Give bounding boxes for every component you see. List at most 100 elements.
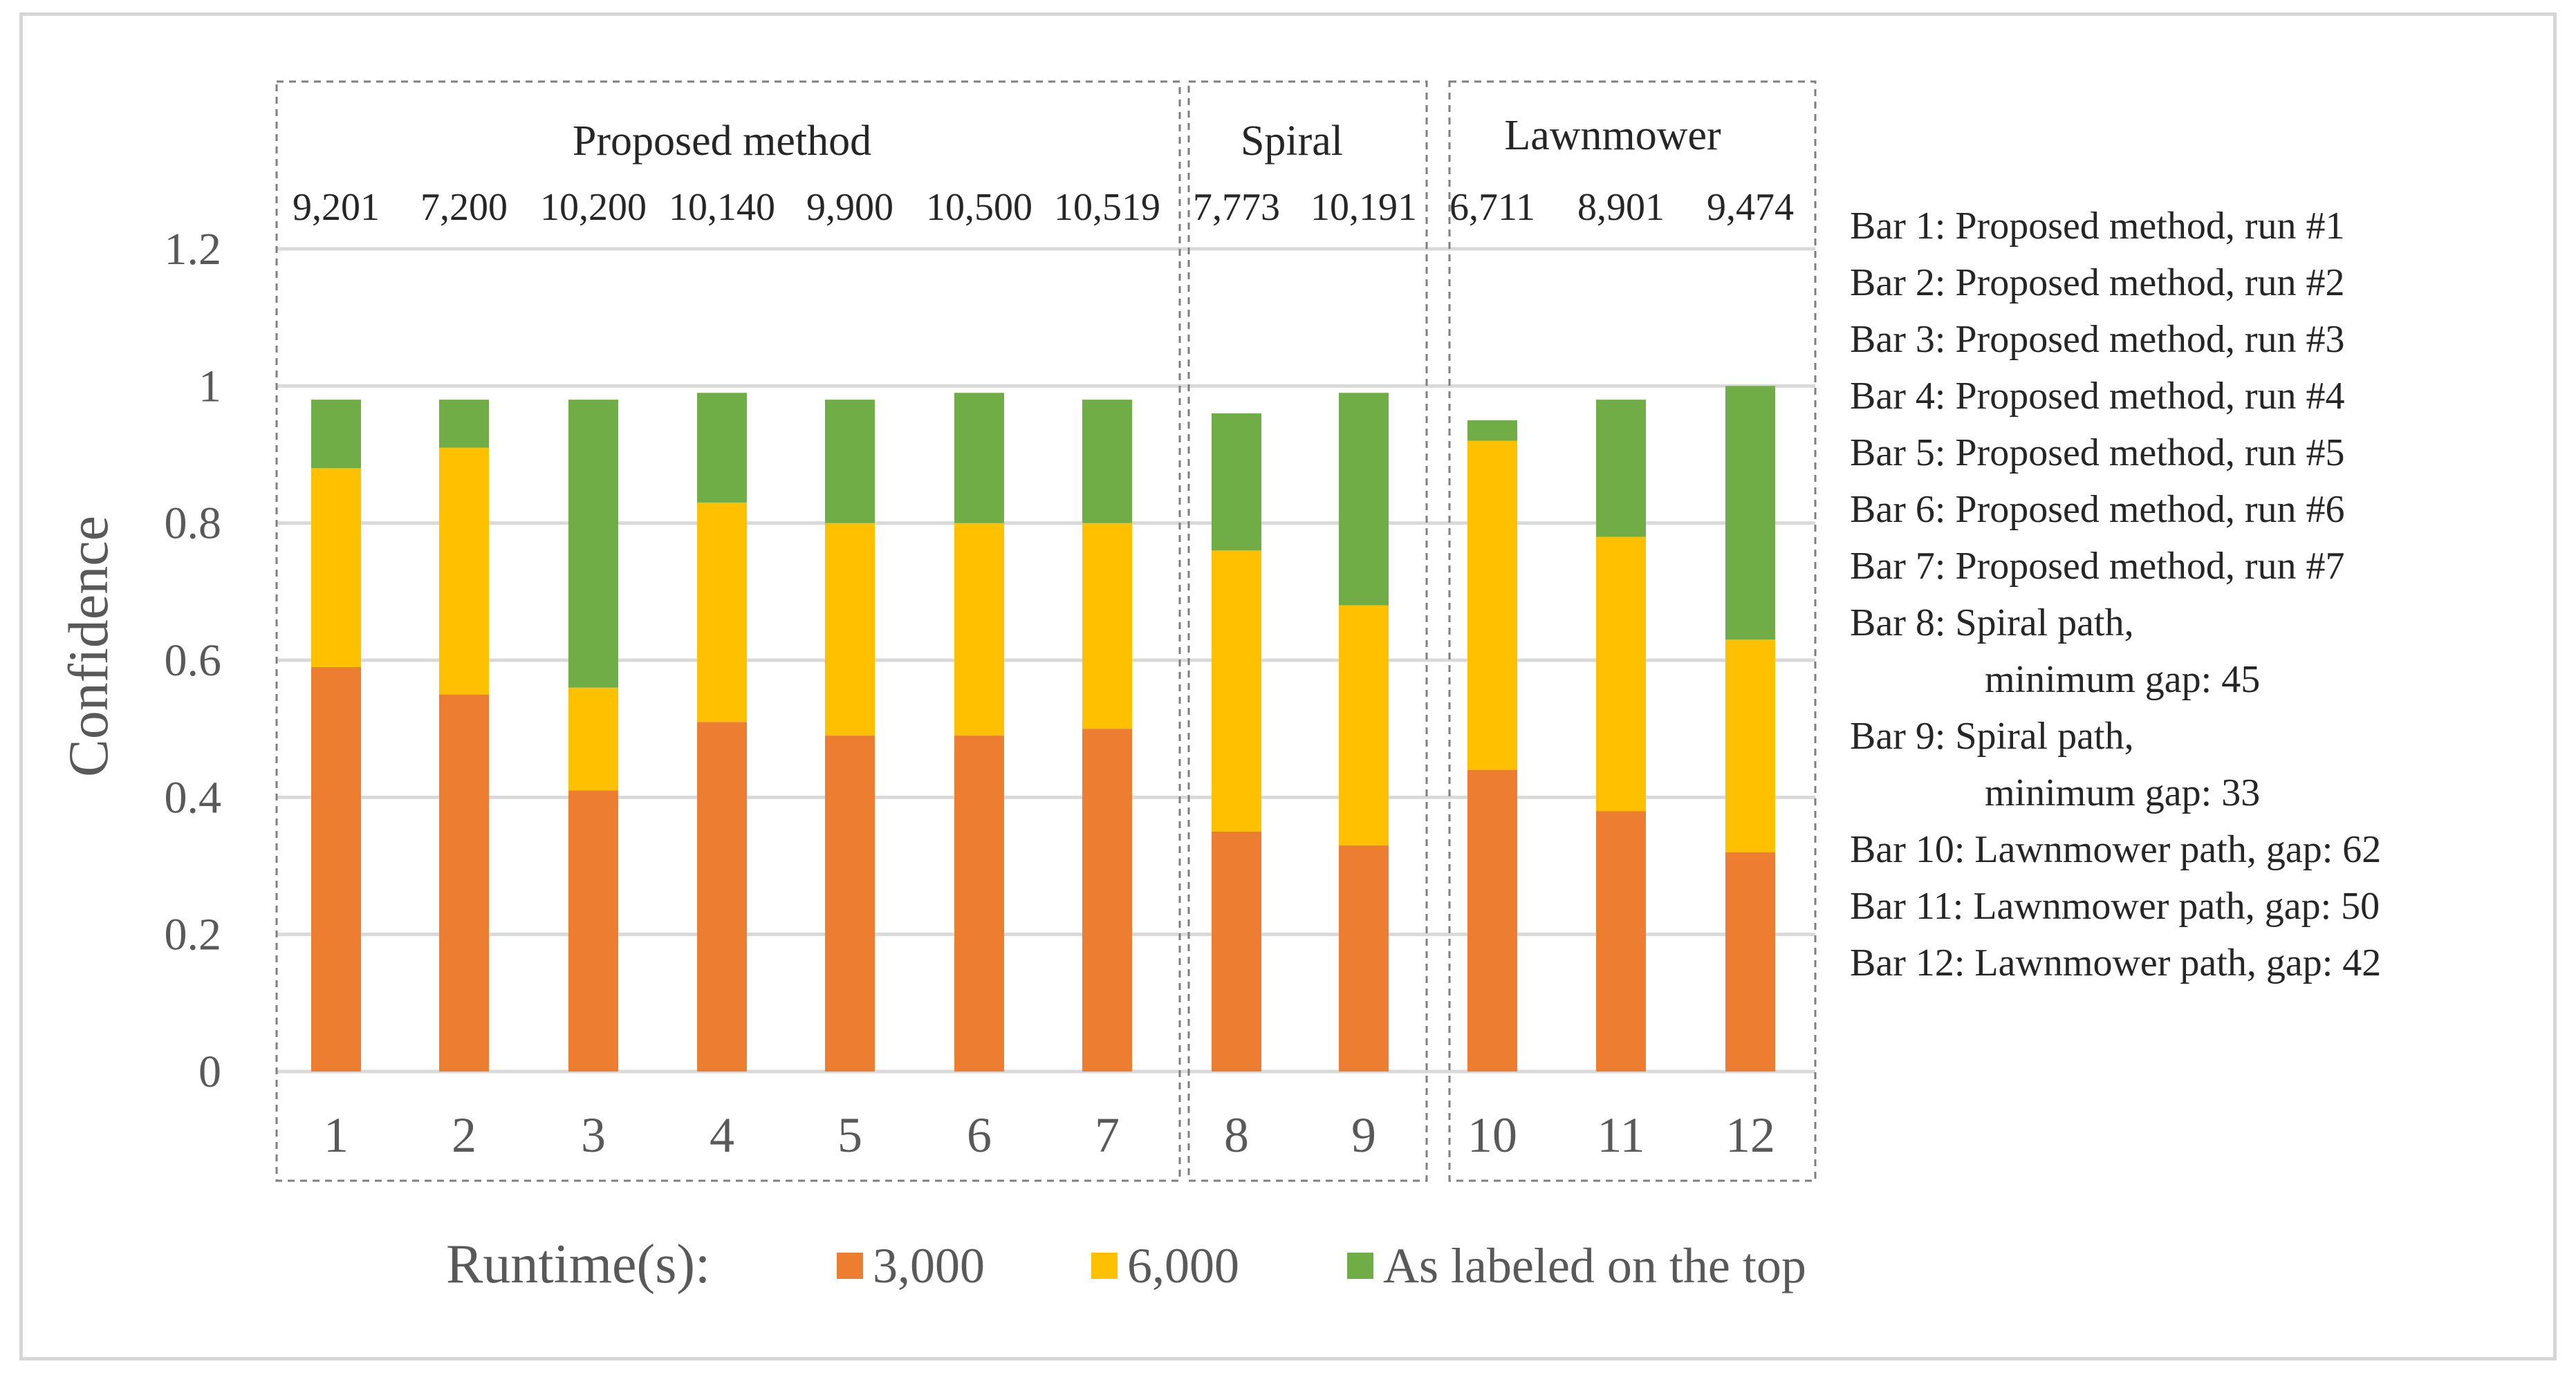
bar-1-series-2 (311, 468, 361, 667)
y-axis-ticks: 0 0.2 0.4 0.6 0.8 1 1.2 (165, 224, 222, 1097)
bar-1-series-3 (311, 400, 361, 469)
group-labels: Proposed method Spiral Lawnmower (573, 112, 1721, 165)
legend-swatch (1347, 1253, 1373, 1279)
bar-note-text: Bar 4: Proposed method, run #4 (1850, 375, 2345, 418)
bar-note: Bar 6: Proposed method, run #6 (1850, 481, 2541, 538)
x-tick-label: 6 (967, 1107, 992, 1163)
bar-note: Bar 2: Proposed method, run #2 (1850, 254, 2541, 311)
bar-note-text: Bar 11: Lawnmower path, gap: 50 (1850, 885, 2380, 928)
top-labels: 9,201 7,200 10,200 10,140 9,900 10,500 10,519 7… (293, 186, 1794, 229)
bar-9-series-2 (1339, 605, 1389, 845)
bar-note: Bar 4: Proposed method, run #4 (1850, 368, 2541, 424)
bars (311, 386, 1775, 1072)
group-box-3 (1448, 80, 1817, 1182)
bar-note-text: Bar 10: Lawnmower path, gap: 62 (1850, 828, 2382, 871)
group-box-2 (1187, 80, 1428, 1182)
legend-label: 6,000 (1127, 1238, 1239, 1293)
x-tick-label: 3 (581, 1107, 606, 1163)
group-label: Lawnmower (1504, 112, 1721, 159)
x-tick-label: 12 (1725, 1107, 1775, 1163)
top-label: 9,201 (293, 186, 380, 229)
bar-8-series-3 (1212, 413, 1261, 551)
top-label: 10,200 (540, 186, 647, 229)
x-tick-label: 8 (1224, 1107, 1249, 1163)
x-tick-label: 9 (1351, 1107, 1376, 1163)
top-label: 6,711 (1449, 186, 1535, 229)
bar-note-continuation: minimum gap: 45 (1985, 658, 2261, 701)
bar-5-series-2 (825, 523, 875, 736)
y-axis-title: Confidence (57, 516, 120, 777)
bar-5-series-1 (825, 736, 875, 1072)
bar-4-series-1 (697, 722, 747, 1072)
top-label: 9,474 (1707, 186, 1794, 229)
top-label: 10,140 (669, 186, 775, 229)
bar-9-series-3 (1339, 393, 1389, 606)
group-label: Spiral (1241, 118, 1343, 165)
bar-note: Bar 10: Lawnmower path, gap: 62 (1850, 821, 2541, 878)
bar-1-series-1 (311, 666, 361, 1072)
bar-6-series-1 (954, 736, 1004, 1072)
top-label: 7,200 (420, 186, 508, 229)
x-tick-label: 11 (1597, 1107, 1644, 1163)
bar-7-series-1 (1082, 729, 1132, 1072)
top-label: 9,900 (806, 186, 893, 229)
group-boxes (275, 80, 1817, 1182)
bar-11-series-2 (1596, 536, 1646, 812)
bar-note-continuation: minimum gap: 33 (1985, 771, 2261, 814)
bar-7-series-3 (1082, 400, 1132, 523)
y-tick-label: 1.2 (165, 224, 222, 274)
bar-10-series-3 (1467, 420, 1517, 441)
bar-4-series-2 (697, 502, 747, 722)
bar-11-series-1 (1596, 811, 1646, 1072)
top-label: 7,773 (1193, 186, 1280, 229)
top-label: 8,901 (1577, 186, 1665, 229)
bar-note: Bar 7: Proposed method, run #7 (1850, 538, 2541, 595)
bar-note-text: Bar 2: Proposed method, run #2 (1850, 261, 2345, 304)
y-tick-label: 0.2 (165, 910, 222, 960)
x-tick-label: 1 (324, 1107, 349, 1163)
x-axis-ticks: 1 2 3 4 5 6 7 8 9 10 11 12 (324, 1107, 1775, 1163)
bar-6-series-2 (954, 523, 1004, 736)
bar-2-series-1 (439, 694, 489, 1072)
bar-8-series-2 (1212, 550, 1261, 832)
bar-note: Bar 9: Spiral path, minimum gap: 33 (1850, 708, 2541, 821)
legend-swatch (837, 1253, 863, 1279)
bar-9-series-1 (1339, 845, 1389, 1072)
legend-label: 3,000 (873, 1238, 985, 1293)
y-tick-label: 0.6 (165, 635, 222, 686)
bar-note: Bar 5: Proposed method, run #5 (1850, 424, 2541, 481)
y-tick-label: 0.4 (165, 772, 222, 823)
bar-2-series-2 (439, 447, 489, 695)
bar-3-series-2 (568, 687, 618, 791)
x-tick-label: 2 (452, 1107, 476, 1163)
bar-5-series-3 (825, 400, 875, 523)
bar-3-series-1 (568, 790, 618, 1072)
bar-10-series-2 (1467, 440, 1517, 770)
top-label: 10,500 (926, 186, 1032, 229)
x-tick-label: 5 (837, 1107, 862, 1163)
bar-6-series-3 (954, 393, 1004, 523)
legend: Runtime(s): 3,000 6,000 As labeled on the t… (446, 1234, 1806, 1295)
bar-12-series-2 (1725, 639, 1775, 852)
bar-10-series-1 (1467, 769, 1517, 1072)
bar-note-text: Bar 12: Lawnmower path, gap: 42 (1850, 942, 2382, 984)
bar-notes: Bar 1: Proposed method, run #1 Bar 2: Pro… (1850, 198, 2541, 991)
x-tick-label: 4 (710, 1107, 734, 1163)
bar-note: Bar 8: Spiral path, minimum gap: 45 (1850, 595, 2541, 708)
group-box-1 (275, 80, 1181, 1182)
legend-title: Runtime(s): (446, 1234, 710, 1295)
top-label: 10,519 (1054, 186, 1160, 229)
bar-8-series-1 (1212, 831, 1261, 1072)
bar-note-text: Bar 7: Proposed method, run #7 (1850, 545, 2345, 588)
bar-4-series-3 (697, 393, 747, 503)
x-tick-label: 7 (1095, 1107, 1120, 1163)
bar-12-series-1 (1725, 852, 1775, 1072)
bar-note-text: Bar 5: Proposed method, run #5 (1850, 431, 2345, 474)
top-label: 10,191 (1310, 186, 1417, 229)
y-tick-label: 0 (198, 1047, 221, 1097)
bar-3-series-3 (568, 400, 618, 688)
bar-note-text: Bar 8: Spiral path, (1850, 601, 2134, 644)
gridlines (277, 247, 1815, 1074)
bar-note-text: Bar 1: Proposed method, run #1 (1850, 205, 2345, 247)
bar-note: Bar 12: Lawnmower path, gap: 42 (1850, 935, 2541, 991)
